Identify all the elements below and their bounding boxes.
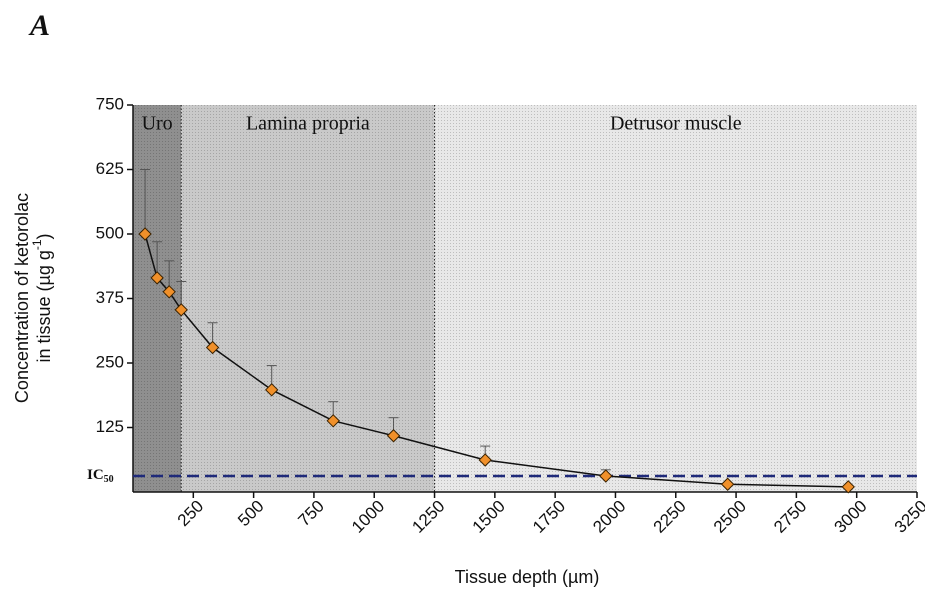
point	[478, 453, 492, 467]
point	[720, 477, 735, 491]
y-tick-label: 375	[96, 288, 124, 307]
point	[841, 480, 855, 494]
ic50-label: IC50	[87, 467, 114, 485]
x-tick-label: 3250	[891, 497, 925, 537]
y-label-line: in tissue (µg g-1)	[30, 233, 54, 362]
x-tick-label: 2500	[710, 497, 750, 537]
y-tick-label: 125	[96, 417, 124, 436]
y-label-sup: -1	[30, 239, 44, 250]
point	[599, 469, 613, 483]
x-tick-label: 1500	[469, 497, 509, 537]
x-tick-label: 1000	[348, 497, 388, 537]
x-tick-label: 1250	[408, 497, 448, 537]
ic50-label-sub: 50	[104, 474, 114, 485]
x-tick-label: 250	[174, 497, 207, 530]
x-tick-label: 3000	[831, 497, 871, 537]
x-tick-label: 1750	[529, 497, 569, 537]
point	[326, 414, 340, 428]
panel-label: A	[28, 9, 50, 42]
point	[138, 227, 152, 241]
x-axis-label: Tissue depth (µm)	[455, 567, 600, 587]
x-tick-label: 2250	[650, 497, 690, 537]
ic50-label-main: IC	[87, 467, 104, 483]
y-label-line: Concentration of ketorolac	[12, 193, 32, 403]
y-axis-label: Concentration of ketorolac in tissue (µg…	[12, 193, 54, 403]
point	[150, 271, 164, 285]
x-tick-label: 2750	[770, 497, 810, 537]
x-tick-label: 2000	[589, 497, 629, 537]
point	[162, 285, 176, 299]
point	[174, 303, 188, 317]
y-label-text: )	[34, 233, 54, 239]
y-tick-label: 625	[96, 159, 124, 178]
y-tick-label: 750	[96, 94, 124, 113]
y-tick-label: 250	[96, 352, 124, 371]
texture-overlay	[133, 105, 917, 492]
point	[386, 429, 401, 443]
point	[265, 383, 279, 397]
point	[205, 340, 220, 355]
y-tick-label: 500	[96, 223, 124, 242]
x-tick-label: 500	[234, 497, 267, 530]
y-label-text: in tissue (µg g	[34, 250, 54, 362]
x-tick-label: 750	[294, 497, 327, 530]
